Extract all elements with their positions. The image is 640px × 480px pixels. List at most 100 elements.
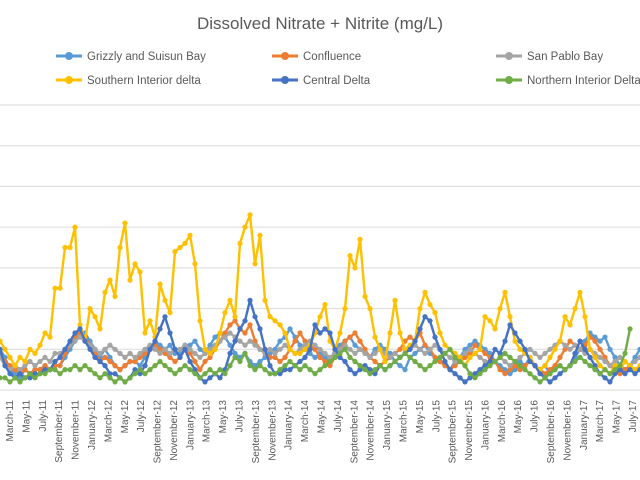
data-point[interactable]	[302, 338, 308, 344]
data-point[interactable]	[177, 367, 183, 373]
data-point[interactable]	[167, 342, 173, 348]
data-point[interactable]	[362, 367, 368, 373]
data-point[interactable]	[267, 314, 273, 320]
data-point[interactable]	[477, 354, 483, 360]
data-point[interactable]	[562, 314, 568, 320]
data-point[interactable]	[537, 354, 543, 360]
data-point[interactable]	[287, 346, 293, 352]
data-point[interactable]	[252, 363, 258, 369]
data-point[interactable]	[592, 367, 598, 373]
data-point[interactable]	[407, 346, 413, 352]
data-point[interactable]	[117, 367, 123, 373]
data-point[interactable]	[37, 367, 43, 373]
data-point[interactable]	[257, 232, 263, 238]
data-point[interactable]	[67, 338, 73, 344]
data-point[interactable]	[127, 375, 133, 381]
data-point[interactable]	[327, 330, 333, 336]
data-point[interactable]	[502, 371, 508, 377]
data-point[interactable]	[192, 367, 198, 373]
data-point[interactable]	[312, 342, 318, 348]
data-point[interactable]	[7, 363, 13, 369]
data-point[interactable]	[482, 363, 488, 369]
data-point[interactable]	[162, 346, 168, 352]
data-point[interactable]	[7, 379, 13, 385]
data-point[interactable]	[247, 338, 253, 344]
data-point[interactable]	[227, 297, 233, 303]
data-point[interactable]	[207, 346, 213, 352]
data-point[interactable]	[402, 350, 408, 356]
data-point[interactable]	[507, 363, 513, 369]
data-point[interactable]	[422, 289, 428, 295]
data-point[interactable]	[577, 338, 583, 344]
data-point[interactable]	[487, 350, 493, 356]
data-point[interactable]	[127, 350, 133, 356]
data-point[interactable]	[207, 350, 213, 356]
data-point[interactable]	[77, 367, 83, 373]
data-point[interactable]	[257, 346, 263, 352]
data-point[interactable]	[482, 358, 488, 365]
data-point[interactable]	[187, 358, 193, 365]
data-point[interactable]	[297, 330, 303, 336]
data-point[interactable]	[542, 375, 548, 381]
data-point[interactable]	[262, 346, 268, 352]
data-point[interactable]	[572, 358, 578, 365]
data-point[interactable]	[482, 367, 488, 373]
data-point[interactable]	[32, 371, 38, 377]
data-point[interactable]	[267, 350, 273, 356]
data-point[interactable]	[17, 367, 23, 373]
data-point[interactable]	[622, 358, 628, 365]
data-point[interactable]	[527, 346, 533, 352]
data-point[interactable]	[477, 346, 483, 352]
data-point[interactable]	[122, 354, 128, 360]
data-point[interactable]	[322, 350, 328, 356]
data-point[interactable]	[202, 350, 208, 356]
data-point[interactable]	[397, 346, 403, 352]
data-point[interactable]	[167, 354, 173, 360]
data-point[interactable]	[502, 338, 508, 344]
data-point[interactable]	[207, 354, 213, 360]
data-point[interactable]	[552, 346, 558, 352]
data-point[interactable]	[637, 367, 640, 373]
data-point[interactable]	[297, 342, 303, 348]
data-point[interactable]	[392, 297, 398, 303]
data-point[interactable]	[167, 367, 173, 373]
data-point[interactable]	[162, 297, 168, 303]
data-point[interactable]	[587, 363, 593, 369]
data-point[interactable]	[517, 354, 523, 360]
data-point[interactable]	[212, 334, 218, 340]
data-point[interactable]	[137, 350, 143, 356]
data-point[interactable]	[422, 367, 428, 373]
data-point[interactable]	[452, 371, 458, 377]
data-point[interactable]	[557, 338, 563, 344]
data-point[interactable]	[637, 346, 640, 352]
data-point[interactable]	[82, 363, 88, 369]
data-point[interactable]	[122, 379, 128, 385]
legend-item-san-pablo[interactable]: San Pablo Bay	[496, 51, 603, 63]
data-point[interactable]	[227, 330, 233, 336]
data-point[interactable]	[97, 375, 103, 381]
data-point[interactable]	[592, 338, 598, 344]
data-point[interactable]	[2, 346, 8, 352]
data-point[interactable]	[132, 354, 138, 360]
data-point[interactable]	[572, 350, 578, 356]
data-point[interactable]	[22, 358, 28, 365]
data-point[interactable]	[177, 354, 183, 360]
data-point[interactable]	[182, 346, 188, 352]
data-point[interactable]	[517, 367, 523, 373]
data-point[interactable]	[272, 354, 278, 360]
data-point[interactable]	[277, 371, 283, 377]
data-point[interactable]	[377, 346, 383, 352]
data-point[interactable]	[567, 338, 573, 344]
data-point[interactable]	[122, 220, 128, 226]
data-point[interactable]	[472, 350, 478, 356]
data-point[interactable]	[542, 363, 548, 369]
data-point[interactable]	[602, 375, 608, 381]
data-point[interactable]	[157, 281, 163, 287]
data-point[interactable]	[547, 379, 553, 385]
data-point[interactable]	[7, 354, 13, 360]
data-point[interactable]	[347, 367, 353, 373]
data-point[interactable]	[512, 338, 518, 344]
data-point[interactable]	[577, 289, 583, 295]
data-point[interactable]	[397, 330, 403, 336]
data-point[interactable]	[192, 261, 198, 267]
